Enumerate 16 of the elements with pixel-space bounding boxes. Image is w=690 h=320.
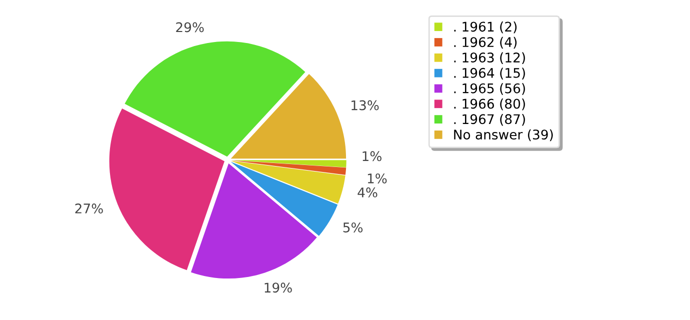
legend-label: . 1966 (80) xyxy=(454,98,525,110)
data-label: 19% xyxy=(264,282,292,293)
legend-label: . 1963 (12) xyxy=(454,52,525,64)
data-label: 5% xyxy=(343,222,363,232)
legend-label: . 1961 (2) xyxy=(454,21,517,34)
legend-label: No answer (39) xyxy=(454,129,553,142)
data-label: 1% xyxy=(368,173,387,184)
legend-label: . 1962 (4) xyxy=(454,36,517,49)
legend-label: . 1965 (56) xyxy=(454,83,525,95)
legend-label: . 1964 (15) xyxy=(454,68,525,80)
data-label: 13% xyxy=(352,100,379,110)
data-label: 1% xyxy=(362,151,382,162)
data-label: 4% xyxy=(358,187,378,198)
data-label: 27% xyxy=(75,204,103,214)
legend-label: . 1967 (87) xyxy=(454,114,525,126)
data-label: 29% xyxy=(176,22,204,32)
